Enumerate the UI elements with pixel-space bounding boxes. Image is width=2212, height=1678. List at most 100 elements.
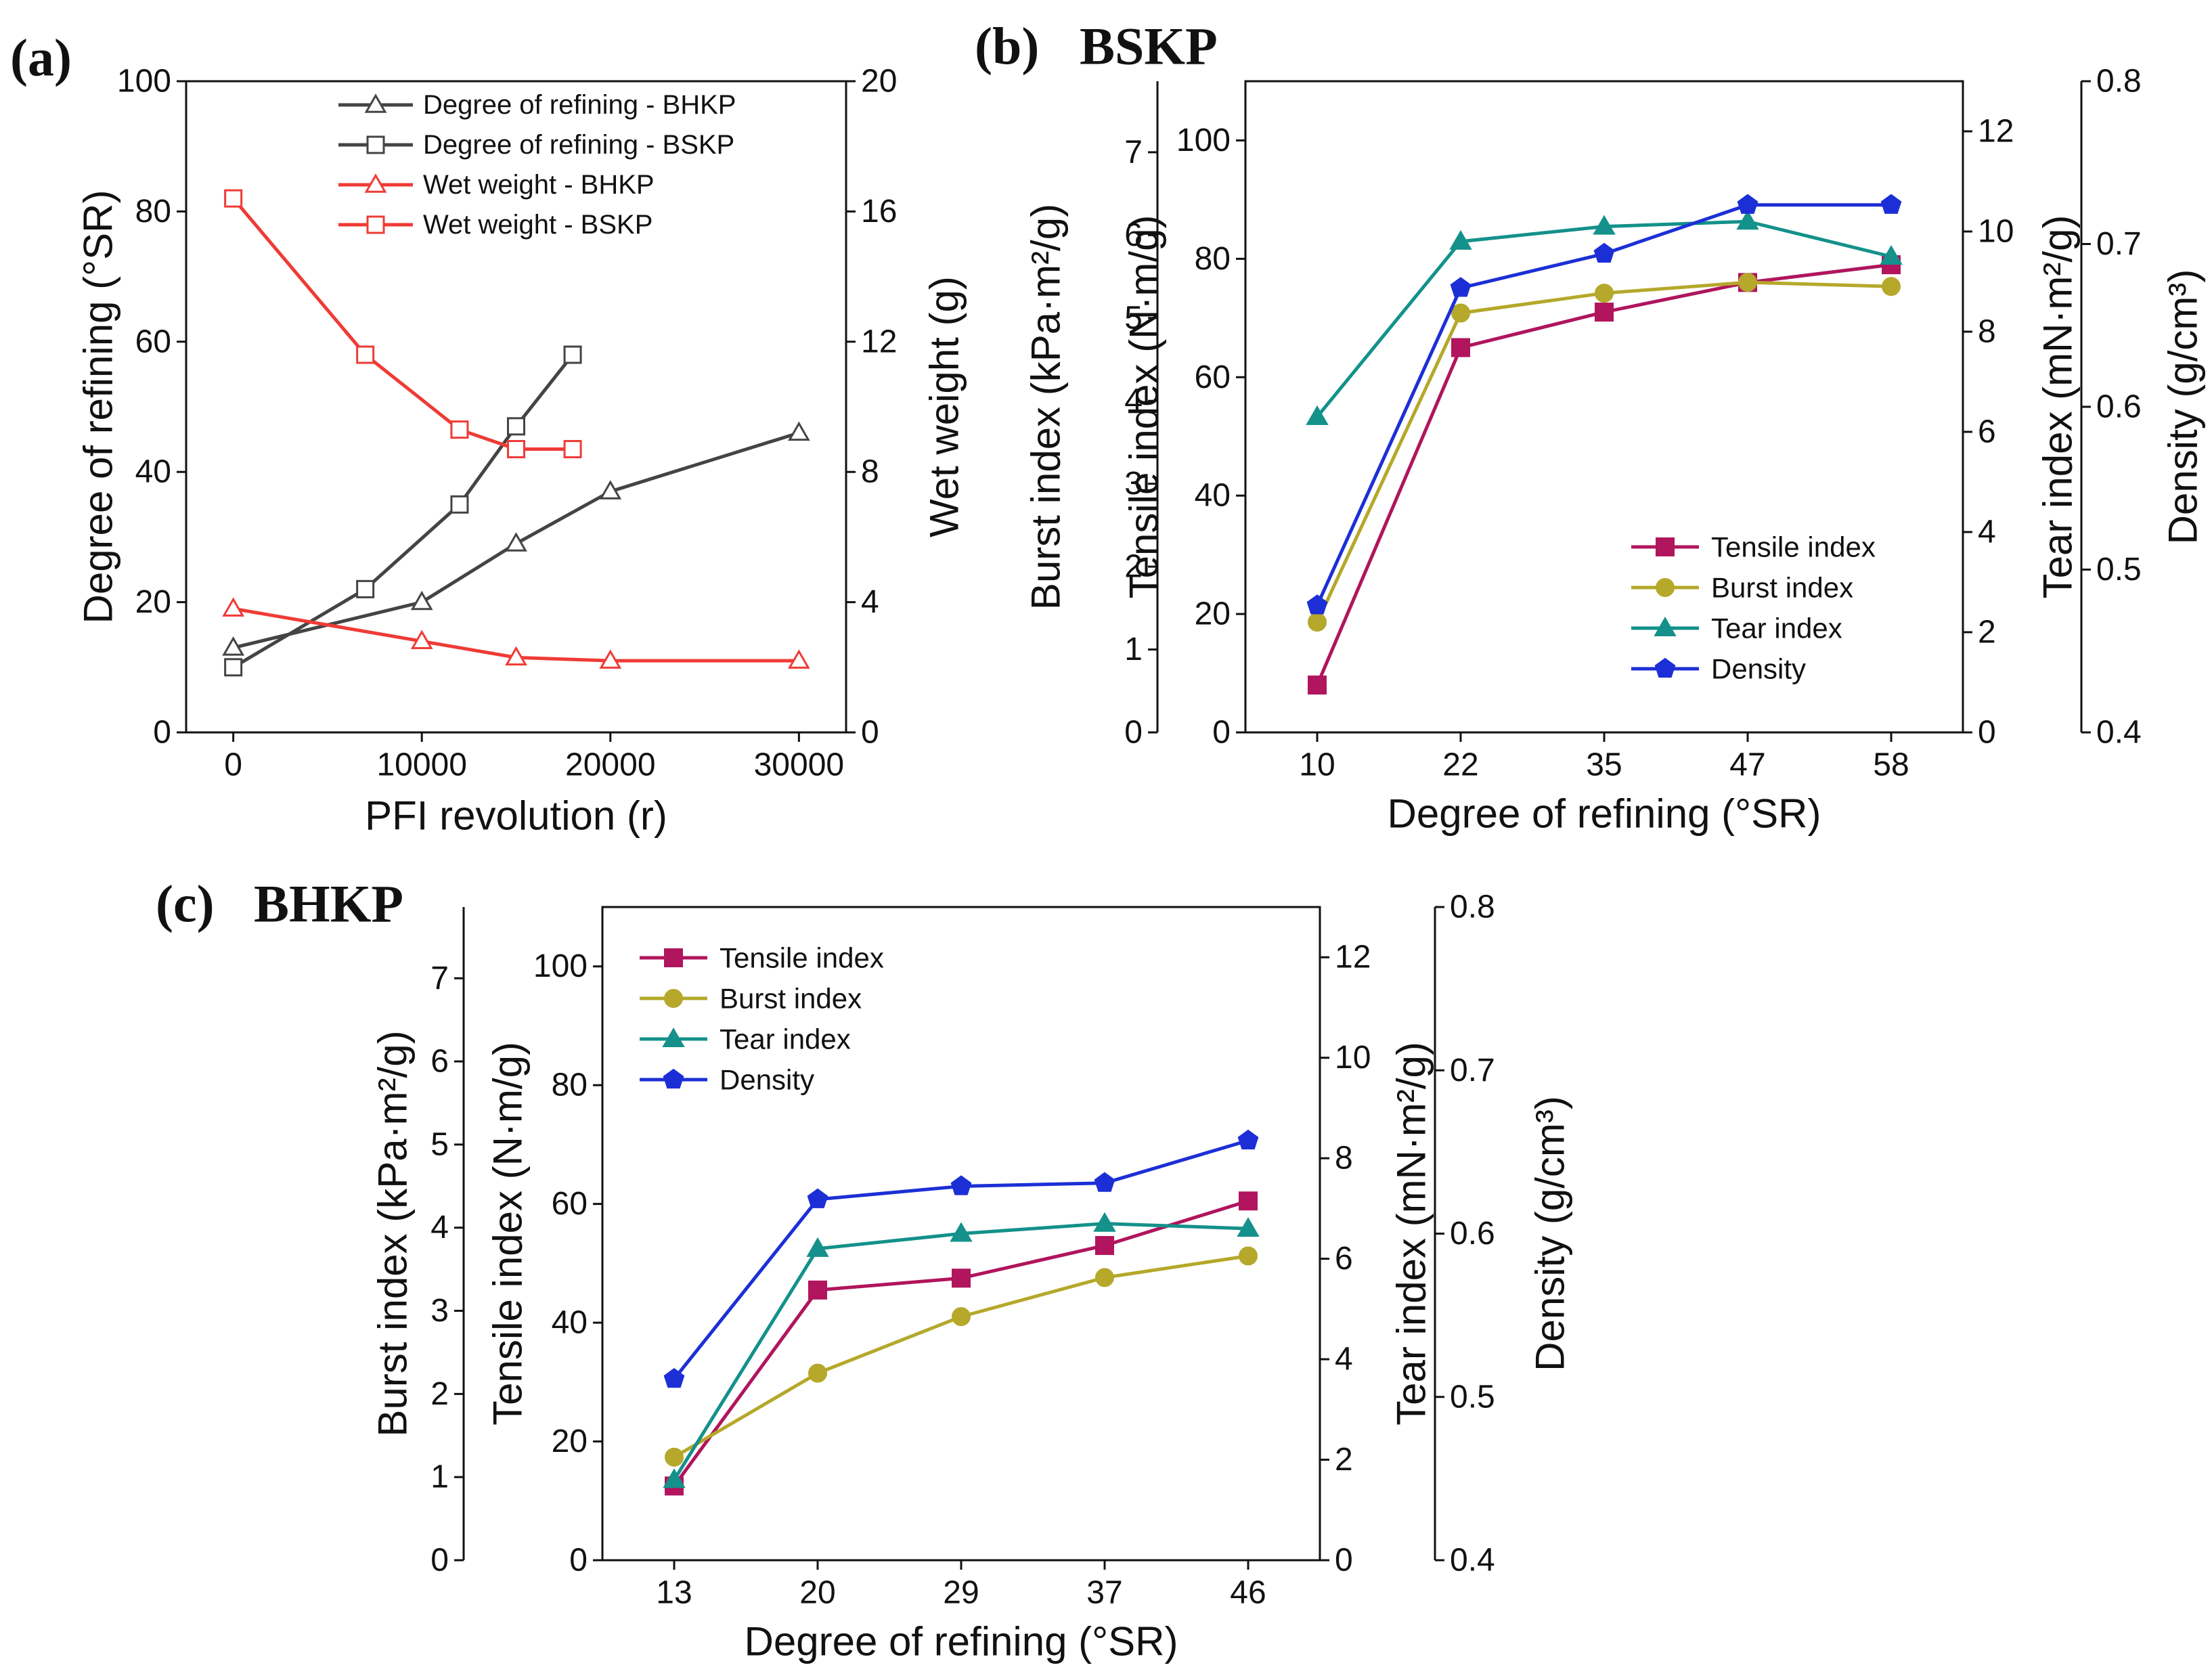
density-axis-tick-label: 0.5 — [2096, 552, 2142, 588]
data-point-wet-weight-bskp — [450, 420, 469, 439]
data-point-burst-index — [1738, 273, 1757, 292]
data-point-burst-index — [1451, 303, 1470, 323]
data-point-tear-index — [950, 1222, 973, 1242]
tear-axis-tick-label: 2 — [1335, 1442, 1353, 1478]
tensile-axis-tick-label: 80 — [552, 1067, 588, 1103]
burst-axis-tick-label: 1 — [430, 1459, 449, 1495]
legend-marker — [1654, 617, 1677, 637]
legend-marker — [1654, 657, 1676, 678]
burst-axis-tick-label: 4 — [1124, 383, 1143, 419]
y-right-tick-label: 0 — [861, 715, 879, 751]
data-point-tear-index — [1237, 1217, 1260, 1237]
legend-label: Tensile index — [1711, 531, 1876, 563]
panel-label: (c) — [156, 875, 215, 933]
data-point-burst-index — [1095, 1268, 1114, 1287]
data-point-degree-of-refining-bskp — [450, 495, 469, 514]
plot-frame — [185, 80, 847, 734]
data-point-density — [1306, 594, 1328, 615]
tensile-axis-title: Tensile index (N·m/g) — [1122, 215, 1167, 599]
legend-marker — [366, 215, 385, 234]
data-point-degree-of-refining-bhkp — [505, 532, 527, 552]
legend-label: Wet weight - BSKP — [423, 210, 652, 240]
x-tick-label: 37 — [1086, 1575, 1122, 1611]
series-line-tear-index — [672, 1222, 1249, 1481]
y-left-tick-label: 60 — [135, 324, 171, 359]
burst-axis-tick-label: 6 — [1124, 217, 1143, 253]
legend-label: Degree of refining - BHKP — [423, 90, 736, 120]
data-point-degree-of-refining-bhkp — [222, 636, 245, 656]
legend-marker — [364, 173, 387, 193]
data-point-burst-index — [808, 1363, 827, 1383]
legend-marker — [663, 1068, 684, 1089]
legend-marker — [364, 93, 387, 113]
legend-marker — [366, 135, 385, 154]
data-point-density — [663, 1368, 685, 1388]
legend-marker — [1656, 537, 1675, 556]
data-point-wet-weight-bskp — [507, 440, 525, 459]
tensile-axis-tick-label: 20 — [552, 1423, 588, 1459]
tear-axis-tick-label: 0 — [1335, 1543, 1353, 1578]
data-point-density — [1593, 242, 1615, 263]
data-point-wet-weight-bskp — [356, 345, 375, 364]
data-point-burst-index — [1308, 613, 1327, 632]
y-right-tick-label: 16 — [861, 194, 897, 229]
data-point-degree-of-refining-bskp — [356, 579, 375, 598]
y-left-axis-title: Degree of refining (°SR) — [76, 190, 121, 624]
data-point-density — [1237, 1129, 1259, 1150]
y-left-tick-label: 40 — [135, 454, 171, 490]
burst-axis-tick-label: 5 — [430, 1126, 449, 1162]
tear-axis-tick-label: 0 — [1978, 715, 1996, 751]
y-right-tick-label: 4 — [861, 584, 879, 620]
legend-label: Tensile index — [720, 942, 884, 974]
data-point-density — [1094, 1172, 1115, 1192]
x-axis-title: Degree of refining (°SR) — [745, 1619, 1178, 1664]
tensile-axis-tick-label: 0 — [1212, 715, 1231, 751]
burst-axis-tick-label: 3 — [1124, 466, 1143, 502]
burst-axis-tick-label: 7 — [1124, 134, 1143, 170]
burst-axis-tick-label: 5 — [1124, 300, 1143, 336]
panel-a: (a) 0 10000 20000 30000 0 20 40 60 80 100 0 4 8 12 16 20… — [10, 28, 967, 839]
legend-label: Tear index — [720, 1023, 851, 1055]
tear-axis-tick-label: 12 — [1978, 114, 2014, 150]
legend-label: Burst index — [720, 983, 862, 1015]
x-tick-label: 22 — [1442, 747, 1478, 783]
panel-label: (a) — [10, 28, 72, 87]
legend-label: Tear index — [1711, 613, 1842, 644]
y-left-tick-label: 20 — [135, 584, 171, 620]
data-point-tear-index — [663, 1468, 686, 1488]
data-point-tensile-index — [1451, 338, 1470, 357]
tensile-axis-tick-label: 60 — [1195, 359, 1231, 395]
tear-axis-tick-label: 2 — [1978, 615, 1996, 650]
tensile-axis-tick-label: 60 — [552, 1186, 588, 1222]
tensile-axis-tick-label: 40 — [552, 1305, 588, 1341]
density-axis-title: Density (g/cm³) — [2161, 269, 2206, 545]
density-axis-tick-label: 0.8 — [1450, 889, 1495, 925]
density-axis-tick-label: 0.7 — [1450, 1053, 1495, 1088]
burst-axis-tick-label: 2 — [1124, 549, 1143, 585]
tear-axis-tick-label: 6 — [1978, 414, 1996, 450]
data-point-wet-weight-bhkp — [410, 630, 433, 650]
data-point-tensile-index — [1095, 1236, 1114, 1256]
tensile-axis-tick-label: 100 — [1176, 123, 1231, 158]
data-point-density — [950, 1175, 972, 1195]
x-tick-label: 10 — [1299, 747, 1335, 783]
burst-axis-tick-label: 2 — [430, 1376, 449, 1412]
tear-axis-tick-label: 10 — [1335, 1040, 1371, 1076]
x-tick-label: 20 — [799, 1575, 835, 1611]
tensile-axis-tick-label: 100 — [533, 948, 588, 984]
tear-axis-tick-label: 6 — [1335, 1241, 1353, 1277]
data-point-tear-index — [1593, 215, 1616, 235]
burst-axis-tick-label: 4 — [430, 1210, 449, 1245]
tear-axis-tick-label: 4 — [1335, 1342, 1353, 1377]
burst-axis-tick-label: 1 — [1124, 632, 1143, 667]
x-tick-label: 30000 — [754, 747, 844, 783]
density-axis-tick-label: 0.5 — [1450, 1379, 1495, 1415]
data-point-wet-weight-bskp — [224, 189, 243, 208]
x-tick-label: 46 — [1230, 1575, 1266, 1611]
density-axis-tick-label: 0.4 — [2096, 715, 2142, 751]
density-axis-tick-label: 0.6 — [2096, 389, 2142, 425]
y-left-tick-label: 100 — [117, 64, 171, 100]
data-point-degree-of-refining-bskp — [507, 417, 525, 436]
